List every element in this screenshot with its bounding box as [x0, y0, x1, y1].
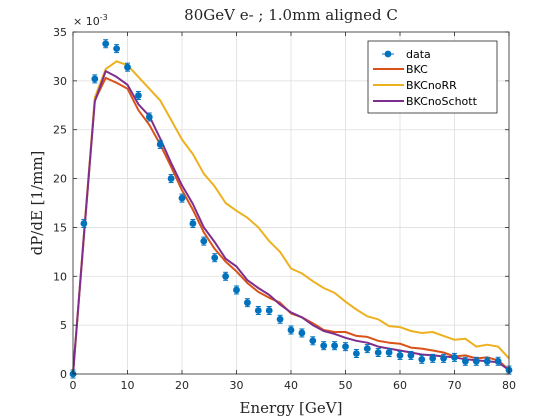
data-point [276, 315, 284, 323]
x-tick-labels: 0 10 20 30 40 50 60 70 80 [70, 379, 517, 392]
data-point [113, 45, 120, 53]
legend-marker-data [384, 50, 392, 58]
data-point [407, 352, 415, 359]
data-point [80, 220, 88, 227]
data-point [200, 237, 208, 245]
data-point [320, 342, 328, 350]
x-tick-label: 10 [121, 379, 135, 392]
x-tick-label: 60 [393, 379, 407, 392]
x-tick-label: 40 [284, 379, 298, 392]
series-line-bkcnoschott [72, 70, 510, 375]
x-tick-label: 80 [502, 379, 516, 392]
legend-label-bkcnorr: BKCnoRR [406, 79, 457, 92]
legend-label-data: data [406, 48, 431, 61]
data-point [233, 286, 240, 294]
legend-label-bkc: BKC [406, 63, 428, 76]
data-point [222, 272, 230, 280]
x-tick-label: 50 [339, 379, 353, 392]
x-tick-label: 30 [230, 379, 244, 392]
data-point [331, 342, 338, 350]
data-point [385, 349, 393, 356]
y-exponent-base: × 10 [73, 15, 100, 28]
data-point [342, 343, 349, 351]
data-point [189, 220, 197, 227]
series-lines [72, 60, 510, 375]
data-point [287, 326, 295, 334]
y-tick-label: 10 [53, 270, 67, 283]
data-point [135, 92, 142, 99]
x-tick-label: 20 [175, 379, 189, 392]
x-axis-label: Energy [GeV] [240, 399, 343, 417]
data-point [244, 299, 251, 307]
legend-item-bkcnoschott: BKCnoSchott [373, 95, 478, 108]
data-point [167, 175, 175, 182]
data-point [265, 307, 273, 314]
legend-item-data: data [382, 48, 431, 61]
legend-item-bkcnorr: BKCnoRR [373, 79, 457, 92]
data-point [494, 357, 502, 365]
y-tick-label: 25 [53, 124, 67, 137]
data-point [211, 254, 219, 262]
data-point [145, 113, 153, 121]
data-point [178, 194, 186, 202]
ticks [72, 31, 510, 375]
data-point [472, 357, 480, 365]
data-point [451, 353, 458, 361]
data-point [298, 329, 306, 337]
y-axis-label: dP/dE [1/mm] [28, 151, 46, 256]
data-point [353, 350, 360, 357]
data-point [102, 40, 110, 48]
y-tick-label: 15 [53, 221, 67, 234]
data-point [462, 357, 469, 365]
data-point [254, 307, 262, 314]
y-tick-labels: 0 5 10 15 20 25 30 35 [53, 26, 67, 381]
y-tick-label: 30 [53, 75, 67, 88]
data-point [124, 63, 131, 71]
data-point [483, 357, 491, 365]
legend: data BKC BKCnoRR BKCnoSchott [367, 40, 498, 114]
legend-label-bkcnoschott: BKCnoSchott [406, 95, 478, 108]
chart-title: 80GeV e- ; 1.0mm aligned C [184, 6, 398, 24]
data-point [374, 349, 382, 356]
data-point [396, 352, 404, 359]
y-tick-label: 0 [60, 368, 67, 381]
x-tick-label: 70 [448, 379, 462, 392]
y-tick-label: 20 [53, 173, 67, 186]
y-tick-label: 5 [60, 319, 67, 332]
y-exponent-power: -3 [100, 13, 108, 22]
y-exponent-label: × 10-3 [73, 13, 108, 28]
data-point [440, 354, 447, 362]
legend-item-bkc: BKC [373, 63, 428, 76]
data-points [69, 39, 513, 379]
x-tick-label: 0 [70, 379, 77, 392]
series-line-bkcnorr [72, 60, 510, 375]
data-point [418, 355, 426, 363]
data-point [91, 75, 99, 83]
y-tick-label: 35 [53, 26, 67, 39]
data-point [429, 354, 437, 362]
data-point [156, 140, 164, 148]
data-point [309, 337, 317, 345]
data-point [363, 345, 371, 352]
